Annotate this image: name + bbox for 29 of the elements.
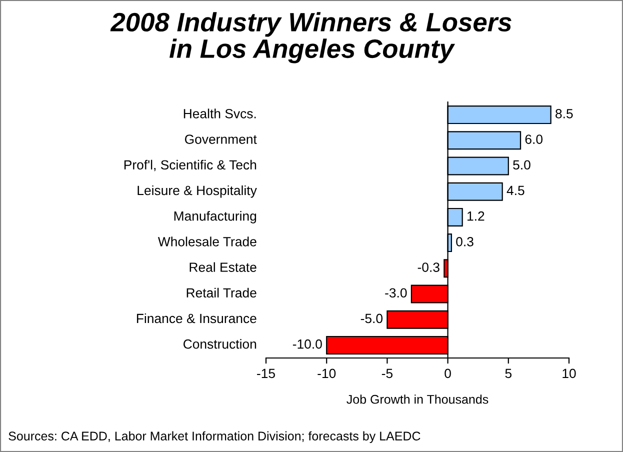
chart-title: 2008 Industry Winners & Losers in Los Angeles County [110, 12, 512, 64]
x-tick-label: -15 [257, 368, 275, 378]
data-label: -0.3 [418, 262, 440, 272]
y-tick-label: Wholesale Trade [158, 236, 256, 246]
data-label: 5.0 [513, 160, 530, 170]
x-axis-title: Job Growth in Thousands [346, 394, 488, 404]
y-tick-label: Finance & Insurance [136, 313, 256, 324]
y-tick-label: Health Svcs. [184, 108, 256, 118]
data-label: -10.0 [292, 339, 322, 349]
data-label: 4.5 [506, 186, 524, 196]
y-tick-label: Real Estate [190, 262, 256, 272]
y-tick-label: Retail Trade [186, 288, 256, 298]
y-tick-label: Manufacturing [174, 211, 256, 224]
data-label: 6.0 [525, 134, 543, 144]
x-tick-label: 5 [505, 368, 512, 378]
source-note: Sources: CA EDD, Labor Market Information Division; forecasts by LAEDC [8, 431, 420, 443]
x-tick-label: -10 [318, 368, 336, 378]
x-tick-label: -5 [382, 368, 393, 378]
data-label: -5.0 [360, 314, 383, 324]
data-label: 0.3 [456, 237, 474, 246]
data-label: -3.0 [385, 288, 407, 298]
x-tick-label: 0 [444, 368, 451, 378]
data-label: 8.5 [556, 109, 573, 118]
x-tick-label: 10 [562, 368, 576, 378]
y-tick-label: Government [184, 134, 257, 144]
y-tick-label: Construction [184, 339, 256, 349]
data-label: 1.2 [468, 211, 484, 221]
y-tick-label: Prof'l, Scientific & Tech [124, 160, 256, 172]
y-tick-label: Leisure & Hospitality [138, 185, 257, 198]
